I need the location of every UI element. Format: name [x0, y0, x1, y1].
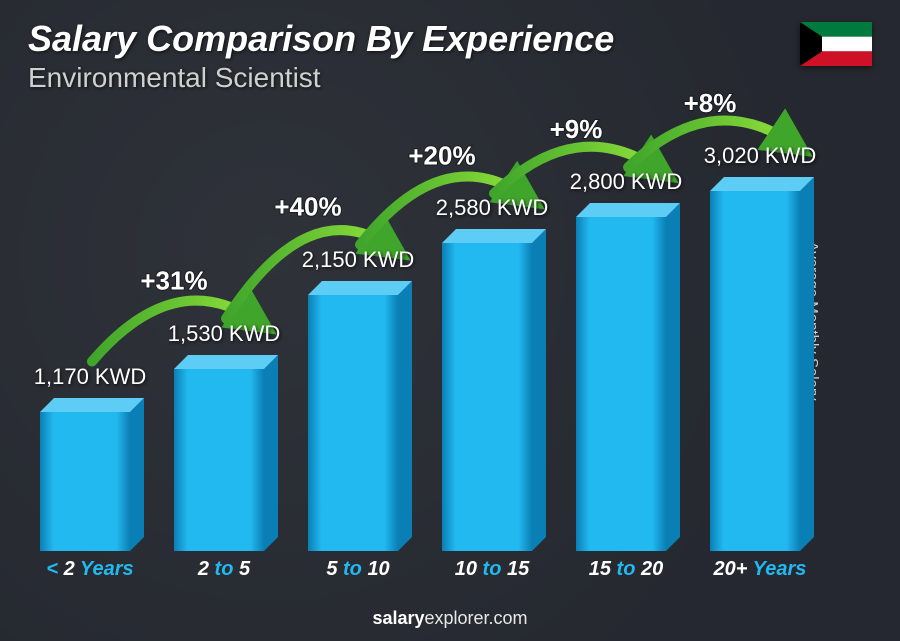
footer-brand-bold: salary — [372, 608, 424, 628]
bar-top — [710, 177, 814, 191]
bar-group: 1,170 KWD< 2 Years — [40, 140, 140, 581]
bar-top — [442, 229, 546, 243]
value-label: 1,170 KWD — [20, 364, 160, 390]
bar-front — [710, 191, 800, 551]
bar-top — [576, 203, 680, 217]
bar-side — [532, 229, 546, 551]
value-label: 2,580 KWD — [422, 195, 562, 221]
category-label: 2 to 5 — [154, 558, 294, 581]
bar-side — [398, 281, 412, 551]
value-label: 2,150 KWD — [288, 247, 428, 273]
bar-front — [442, 243, 532, 551]
kuwait-flag-icon — [800, 22, 872, 66]
category-label: 10 to 15 — [422, 558, 562, 581]
bar — [308, 295, 408, 551]
bar-side — [264, 355, 278, 551]
header: Salary Comparison By Experience Environm… — [28, 18, 872, 94]
bar-group: 1,530 KWD2 to 5 — [174, 140, 274, 581]
bar-top — [174, 355, 278, 369]
bar-group: 2,800 KWD15 to 20 — [576, 140, 676, 581]
bar-chart: +31%+40%+20%+9%+8% 1,170 KWD< 2 Years1,5… — [40, 140, 840, 581]
bar-top — [40, 398, 144, 412]
bar — [710, 191, 810, 551]
bar-front — [308, 295, 398, 551]
chart-subtitle: Environmental Scientist — [28, 62, 872, 94]
bar-group: 2,580 KWD10 to 15 — [442, 140, 542, 581]
category-label: < 2 Years — [20, 558, 160, 581]
bar-group: 2,150 KWD5 to 10 — [308, 140, 408, 581]
category-label: 15 to 20 — [556, 558, 696, 581]
bar — [40, 412, 140, 551]
bar-side — [666, 203, 680, 551]
value-label: 3,020 KWD — [690, 143, 830, 169]
bar — [442, 243, 542, 551]
value-label: 1,530 KWD — [154, 321, 294, 347]
footer-brand: salaryexplorer.com — [0, 608, 900, 629]
bar-front — [576, 217, 666, 551]
bar-front — [40, 412, 130, 551]
bar-top — [308, 281, 412, 295]
category-label: 5 to 10 — [288, 558, 428, 581]
value-label: 2,800 KWD — [556, 169, 696, 195]
bar-side — [130, 398, 144, 551]
pct-label: +8% — [684, 88, 737, 118]
bar-group: 3,020 KWD20+ Years — [710, 140, 810, 581]
bar — [576, 217, 676, 551]
bar-side — [800, 177, 814, 551]
footer-brand-rest: explorer.com — [425, 608, 528, 628]
bar-front — [174, 369, 264, 551]
category-label: 20+ Years — [690, 558, 830, 581]
chart-title: Salary Comparison By Experience — [28, 18, 872, 60]
bar — [174, 369, 274, 551]
